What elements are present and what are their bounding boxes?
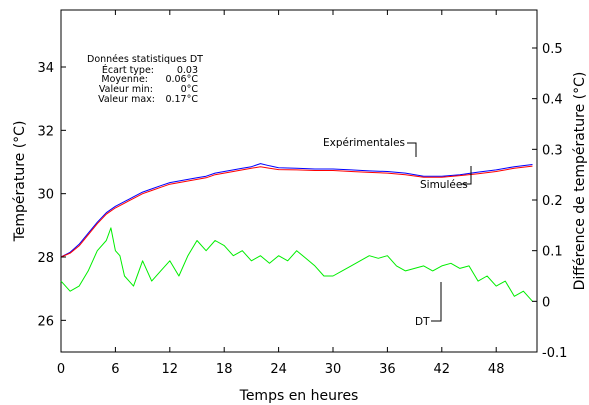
series-line-simulees bbox=[60, 165, 533, 258]
annotation-dt-label: DT bbox=[415, 316, 430, 328]
y-right-tick-label: 0.1 bbox=[542, 245, 563, 260]
x-tick-label: 24 bbox=[270, 362, 287, 377]
y-right-tick-label: 0.3 bbox=[542, 143, 563, 158]
stats-label-max: Valeur max: bbox=[98, 94, 155, 105]
stats-value-min: 0°C bbox=[181, 84, 199, 95]
y-right-tick-label: -0.1 bbox=[542, 346, 567, 361]
stats-box: Données statistiques DT Écart type: 0.03… bbox=[87, 54, 203, 105]
annotation-dt: DT bbox=[415, 282, 442, 328]
y-right-tick-label: 0 bbox=[542, 295, 550, 310]
x-tick-label: 6 bbox=[111, 362, 119, 377]
series-line-dt bbox=[60, 227, 533, 302]
ticks-layer: 0 6 12 18 24 30 36 42 48 26 28 30 32 34 -0.1 0 0.1 0.2 0.3… bbox=[37, 10, 567, 377]
stats-value-std: 0.03 bbox=[177, 65, 198, 76]
x-tick-label: 0 bbox=[57, 362, 65, 377]
series-layer bbox=[60, 163, 533, 302]
y-left-tick-label: 32 bbox=[37, 124, 54, 139]
stats-title: Données statistiques DT bbox=[87, 54, 203, 65]
y-right-tick-label: 0.2 bbox=[542, 194, 563, 209]
annotation-experimentales-leader bbox=[407, 142, 417, 157]
x-tick-label: 12 bbox=[162, 362, 179, 377]
stats-label-mean: Moyenne: bbox=[101, 74, 148, 85]
y-left-tick-label: 26 bbox=[37, 314, 54, 329]
y-axis-left-label: Température (°C) bbox=[12, 121, 28, 243]
y-right-tick-label: 0.5 bbox=[542, 42, 563, 57]
annotation-dt-leader bbox=[431, 282, 442, 322]
x-tick-label: 42 bbox=[434, 362, 451, 377]
series-line-experimentales bbox=[60, 163, 533, 258]
stats-value-mean: 0.06°C bbox=[165, 74, 198, 85]
annotation-simulees-leader bbox=[461, 166, 472, 185]
stats-value-max: 0.17°C bbox=[165, 94, 198, 105]
y-right-tick-label: 0.4 bbox=[542, 93, 563, 108]
x-tick-label: 30 bbox=[325, 362, 342, 377]
y-left-tick-label: 28 bbox=[37, 251, 54, 266]
x-tick-label: 36 bbox=[379, 362, 396, 377]
plot-frame bbox=[60, 9, 538, 353]
stats-label-std: Écart type: bbox=[102, 64, 154, 76]
annotation-experimentales: Expérimentales bbox=[323, 137, 417, 157]
annotation-simulees-label: Simulées bbox=[420, 179, 468, 191]
y-left-tick-label: 34 bbox=[37, 61, 54, 76]
x-axis-label: Temps en heures bbox=[239, 388, 359, 404]
y-left-tick-label: 30 bbox=[37, 188, 54, 203]
annotation-simulees: Simulées bbox=[420, 166, 472, 191]
x-tick-label: 18 bbox=[216, 362, 233, 377]
y-axis-right-label: Différence de température (°C) bbox=[572, 72, 588, 291]
annotation-experimentales-label: Expérimentales bbox=[323, 137, 405, 149]
stats-label-min: Valeur min: bbox=[99, 84, 153, 95]
x-tick-label: 48 bbox=[488, 362, 505, 377]
